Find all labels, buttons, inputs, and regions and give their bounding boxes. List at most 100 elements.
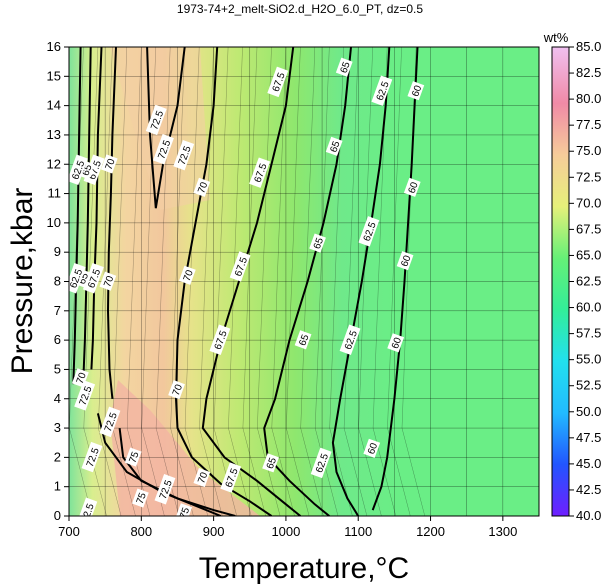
contour-label: 75 (178, 506, 192, 521)
contour-label: 65 (312, 236, 326, 251)
minor-contour (286, 47, 310, 516)
contour-67.5 (201, 47, 302, 516)
colorbar-tick-label: 70.0 (576, 195, 601, 210)
colorbar-tick-label: 80.0 (576, 91, 601, 106)
colorbar-unit: wt% (543, 30, 569, 45)
contour-label-bg (267, 66, 289, 98)
high-silica-region (110, 380, 260, 516)
contour-label-bg (154, 474, 176, 505)
contour-label: 60 (410, 84, 424, 99)
contour-label-bg (209, 324, 231, 355)
x-tick-label: 900 (203, 524, 225, 539)
contour-label-group: 75 (124, 447, 142, 467)
y-tick-label: 11 (48, 186, 62, 201)
x-tick-label: 1100 (344, 524, 372, 539)
contour-label: 70 (182, 268, 196, 283)
contour-label-group: 70 (178, 265, 196, 285)
contour-label-group: 65 (335, 57, 353, 77)
colorbar-tick-label: 85.0 (576, 39, 601, 54)
minor-contour (314, 47, 339, 516)
x-axis-label: Temperature,°C (199, 552, 409, 585)
colorbar-tick-label: 77.5 (576, 117, 601, 132)
contour-label-group: 70 (99, 271, 117, 291)
contour-72.5 (96, 413, 222, 516)
y-tick-label: 5 (54, 361, 61, 376)
contour-label: 65 (265, 456, 279, 471)
contour-label-bg (153, 134, 174, 165)
contour-label-group: 70 (168, 380, 185, 400)
colorbar-tick-label: 67.5 (576, 221, 601, 236)
x-tick-label: 1300 (488, 524, 517, 539)
contour-label: 60 (366, 441, 380, 456)
contour-label-bg (168, 380, 185, 400)
contour-label-group: 75 (175, 503, 192, 521)
colorbar-gradient (551, 46, 570, 517)
contour-label-bg (358, 216, 380, 247)
minor-contour (170, 47, 194, 516)
contour-label-group: 65 (309, 233, 326, 253)
y-tick-label: 6 (54, 332, 61, 347)
y-tick-label: 2 (54, 449, 61, 464)
contour-67.5 (90, 47, 103, 370)
contour-label-bg (193, 467, 211, 488)
contour-label-bg (69, 263, 86, 294)
minor-contour (155, 47, 180, 516)
contour-label-bg (309, 233, 326, 253)
minor-contour (271, 47, 295, 516)
contour-60 (371, 47, 419, 511)
contour-65 (82, 47, 92, 376)
contour-label-group: 72.5 (76, 497, 98, 516)
contour-label-group: 70 (193, 177, 210, 197)
colorbar: wt% 40.0 42.5 45.0 47.5 50.0 52.5 55.0 57.5 60.0… (543, 30, 602, 523)
contour-label-group: 70 (71, 368, 89, 388)
contour-label-bg (220, 462, 242, 493)
contour-label-group: 65 (294, 330, 312, 350)
contour-label-bg (145, 104, 167, 136)
contour-72.5 (146, 47, 186, 209)
y-tick-label: 7 (54, 303, 61, 318)
minor-contour (343, 47, 368, 516)
y-tick-label: 10 (47, 215, 61, 230)
colorbar-tick-label: 47.5 (576, 430, 601, 445)
contour-label-bg (396, 251, 414, 271)
contour-label-group: 65 (262, 453, 279, 473)
contour-label-bg (124, 447, 142, 467)
contour-label-group: 70 (193, 467, 211, 488)
minor-contour (257, 47, 281, 516)
colorbar-tick-label: 62.5 (576, 274, 601, 289)
y-tick-label: 13 (47, 127, 61, 142)
colorbar-tick-label: 82.5 (576, 65, 601, 80)
colorbar-tick-label: 45.0 (576, 456, 601, 471)
colorbar-tick-label: 50.0 (576, 404, 601, 419)
contour-label-bg (407, 81, 425, 101)
contour-label-bg (99, 271, 117, 291)
contour-label-group: 60 (387, 333, 404, 353)
contour-label: 70 (75, 371, 89, 386)
contour-label-bg (69, 154, 88, 185)
contour-label-bg (249, 157, 271, 188)
plot-area: 606060606062.562.562.562.5656565656567.5… (69, 47, 539, 521)
contour-label-group: 60 (396, 251, 414, 271)
x-axis-ticks: 700 800 900 1000 1100 1200 1300 (58, 516, 517, 539)
grid (69, 47, 539, 516)
contour-label-bg (74, 380, 96, 411)
contour-label-group: 60 (363, 438, 380, 458)
contour-label-group: 75 (131, 488, 149, 508)
contour-label-bg (173, 139, 195, 171)
minor-contour (213, 47, 237, 516)
contour-label-bg (262, 453, 279, 473)
contour-label-bg (335, 57, 353, 77)
contour-label-bg (82, 263, 104, 294)
contour-label-bg (131, 488, 149, 508)
colorbar-tick-label: 60.0 (576, 300, 601, 315)
contour-label-bg (325, 136, 343, 156)
y-tick-label: 4 (54, 391, 61, 406)
y-tick-label: 8 (54, 274, 61, 289)
contour-label-bg (310, 447, 332, 479)
contour-label-bg (339, 324, 361, 355)
minor-contour (228, 47, 252, 516)
contour-labels: 606060606062.562.562.562.5656565656567.5… (69, 57, 425, 521)
contour-label: 60 (407, 180, 421, 195)
colorbar-tick-label: 52.5 (576, 378, 601, 393)
contour-label-group: 70 (100, 154, 118, 174)
